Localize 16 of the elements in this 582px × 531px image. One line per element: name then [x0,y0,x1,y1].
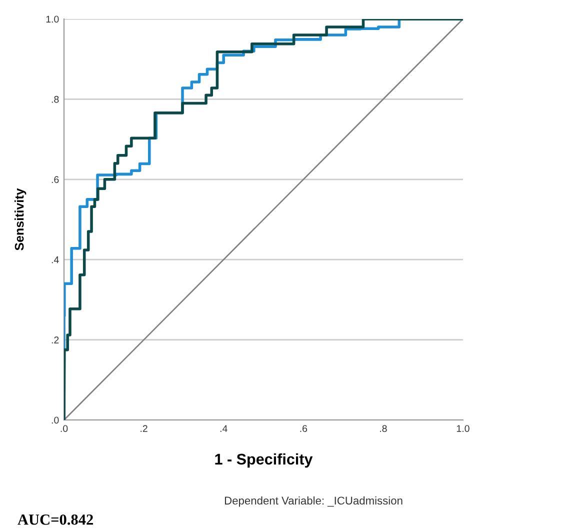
x-tick-label: 1.0 [456,425,470,432]
text: AUC=0.842 [18,514,93,525]
x-tick-label: .2 [140,425,148,432]
x-axis-title: 1 - Specificity [215,453,313,468]
x-tick-label: .0 [60,425,68,432]
y-tick-label: 1.0 [46,16,59,23]
y-axis-title: Sensitivity [14,188,26,250]
y-tick-label: .2 [52,336,59,344]
x-tick-label: .6 [300,425,308,432]
y-tick-label: .4 [52,256,59,264]
y-tick-label: .6 [52,176,59,184]
text: Dependent Variable: _ICUadmission [224,496,402,507]
y-tick-label: .8 [52,96,59,103]
x-tick-label: .4 [220,425,228,432]
y-tick-label: .0 [52,416,59,424]
x-tick-label: .8 [380,425,387,432]
